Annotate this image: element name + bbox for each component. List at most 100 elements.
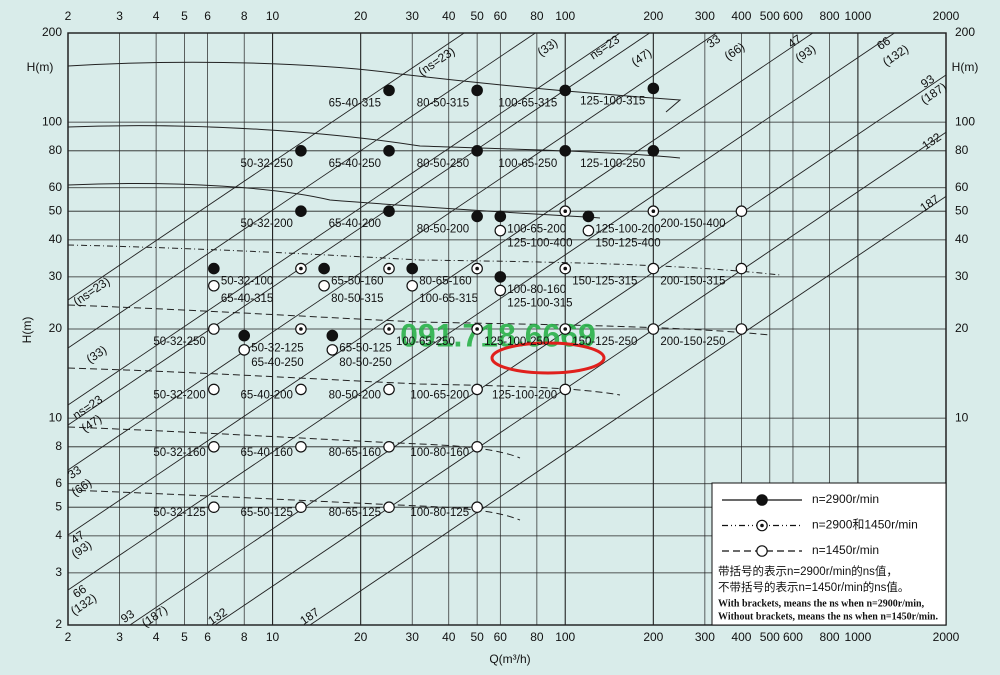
- ns-line: [67, 32, 717, 471]
- marker: [208, 323, 220, 335]
- y-tick-label: 50: [955, 203, 969, 217]
- point-label: 100-65-200: [410, 389, 469, 401]
- point-label: 100-65-250: [498, 158, 557, 170]
- point: [295, 501, 307, 514]
- x-tick-label: 600: [783, 9, 803, 23]
- marker-dot: [760, 523, 764, 528]
- y-axis-label: H(m): [20, 317, 34, 344]
- x-tick-label: 20: [354, 9, 368, 23]
- marker: [559, 383, 572, 396]
- point-label: 65-50-125: [339, 343, 391, 355]
- x-tick-label: 500: [760, 630, 780, 644]
- point-label: 125-100-315: [580, 95, 645, 107]
- point-label: 50-32-200: [153, 389, 205, 401]
- y-tick-label: 20: [49, 321, 63, 335]
- legend-label: n=2900r/min: [812, 492, 879, 506]
- ns-line: [67, 32, 650, 426]
- point: [647, 205, 660, 218]
- point: [647, 82, 660, 95]
- marker: [582, 224, 595, 237]
- x-tick-label: 6: [204, 630, 211, 644]
- point: [326, 344, 339, 356]
- x-tick-label: 4: [153, 9, 160, 23]
- marker: [559, 84, 572, 97]
- marker: [383, 501, 395, 514]
- marker: [383, 84, 395, 97]
- marker-dot: [651, 209, 656, 214]
- point: [295, 262, 307, 275]
- x-tick-label: 200: [643, 630, 663, 644]
- legend-label: n=1450r/min: [812, 543, 879, 557]
- marker: [756, 494, 768, 506]
- point: [735, 262, 748, 275]
- point-label: 80-50-315: [331, 293, 383, 305]
- point: [383, 84, 395, 97]
- y-tick-label: 2: [55, 617, 62, 631]
- x-tick-label: 60: [494, 9, 508, 23]
- point-label: 80-50-315: [417, 97, 469, 109]
- point: [471, 210, 483, 223]
- x-tick-label: 2000: [933, 630, 960, 644]
- point: [326, 329, 339, 342]
- marker-dot: [563, 266, 568, 271]
- marker: [471, 210, 483, 223]
- x-tick-label: 30: [406, 9, 420, 23]
- marker: [735, 262, 748, 275]
- x-tick-label: 3: [116, 630, 123, 644]
- point-label: 65-40-160: [240, 447, 292, 459]
- point: [238, 344, 251, 356]
- point: [471, 323, 483, 335]
- marker: [494, 210, 507, 223]
- x-tick-label: 2000: [933, 9, 960, 23]
- point: [471, 262, 483, 275]
- point-label: 100-65-200: [507, 223, 566, 235]
- point: [383, 262, 395, 275]
- marker: [208, 279, 220, 292]
- y-tick-label: 80: [955, 143, 969, 157]
- point-label: 50-32-250: [240, 158, 292, 170]
- marker: [406, 262, 419, 275]
- note: 带括号的表示n=2900r/min的ns值，: [718, 564, 898, 578]
- marker: [647, 144, 660, 157]
- y-axis-label: H(m): [27, 60, 54, 74]
- point: [208, 323, 220, 335]
- point: [383, 144, 395, 157]
- marker: [494, 224, 507, 237]
- x-tick-label: 8: [241, 9, 248, 23]
- point: [471, 144, 483, 157]
- ns-line: [67, 32, 895, 591]
- x-tick-label: 400: [731, 9, 751, 23]
- y-tick-label: 4: [55, 528, 62, 542]
- marker-dot: [563, 209, 568, 214]
- marker: [318, 262, 330, 275]
- x-tick-label: 1000: [845, 9, 872, 23]
- marker: [471, 84, 483, 97]
- marker: [471, 383, 483, 396]
- point: [318, 279, 330, 292]
- point-label: 80-50-200: [329, 389, 381, 401]
- point-label: 65-40-200: [240, 389, 292, 401]
- point-label: 80-65-125: [329, 507, 381, 519]
- marker: [295, 440, 307, 453]
- point: [295, 440, 307, 453]
- point: [318, 262, 330, 275]
- hq-curve: [67, 125, 681, 159]
- point: [406, 262, 419, 275]
- point: [647, 323, 660, 335]
- point-label: 80-50-250: [339, 357, 391, 369]
- y-tick-label: 10: [49, 410, 63, 424]
- marker: [295, 144, 307, 157]
- marker: [326, 344, 339, 356]
- y-tick-label: 8: [55, 439, 62, 453]
- marker: [582, 210, 595, 223]
- point: [559, 262, 572, 275]
- marker: [494, 271, 507, 283]
- marker: [383, 383, 395, 396]
- x-tick-label: 40: [442, 630, 456, 644]
- x-tick-label: 4: [153, 630, 160, 644]
- point: [208, 262, 220, 275]
- ns-line: [67, 32, 465, 301]
- marker: [295, 501, 307, 514]
- marker: [735, 205, 748, 218]
- hq-curve: [67, 426, 521, 459]
